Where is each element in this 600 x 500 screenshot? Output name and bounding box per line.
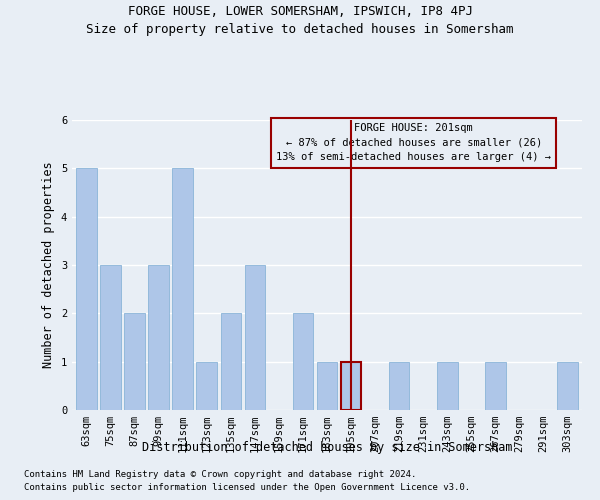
Text: Contains HM Land Registry data © Crown copyright and database right 2024.: Contains HM Land Registry data © Crown c… — [24, 470, 416, 479]
Text: Size of property relative to detached houses in Somersham: Size of property relative to detached ho… — [86, 22, 514, 36]
Text: Contains public sector information licensed under the Open Government Licence v3: Contains public sector information licen… — [24, 483, 470, 492]
Bar — [389, 362, 409, 410]
Bar — [196, 362, 217, 410]
Bar — [245, 265, 265, 410]
Bar — [437, 362, 458, 410]
Bar — [557, 362, 578, 410]
Bar — [485, 362, 506, 410]
Bar — [76, 168, 97, 410]
Bar — [148, 265, 169, 410]
Bar — [293, 314, 313, 410]
Bar — [124, 314, 145, 410]
Text: Distribution of detached houses by size in Somersham: Distribution of detached houses by size … — [142, 441, 512, 454]
Bar — [317, 362, 337, 410]
Text: FORGE HOUSE, LOWER SOMERSHAM, IPSWICH, IP8 4PJ: FORGE HOUSE, LOWER SOMERSHAM, IPSWICH, I… — [128, 5, 473, 18]
Y-axis label: Number of detached properties: Number of detached properties — [43, 162, 55, 368]
Bar — [221, 314, 241, 410]
Text: FORGE HOUSE: 201sqm
← 87% of detached houses are smaller (26)
13% of semi-detach: FORGE HOUSE: 201sqm ← 87% of detached ho… — [276, 123, 551, 162]
Bar — [100, 265, 121, 410]
Bar — [341, 362, 361, 410]
Bar — [172, 168, 193, 410]
